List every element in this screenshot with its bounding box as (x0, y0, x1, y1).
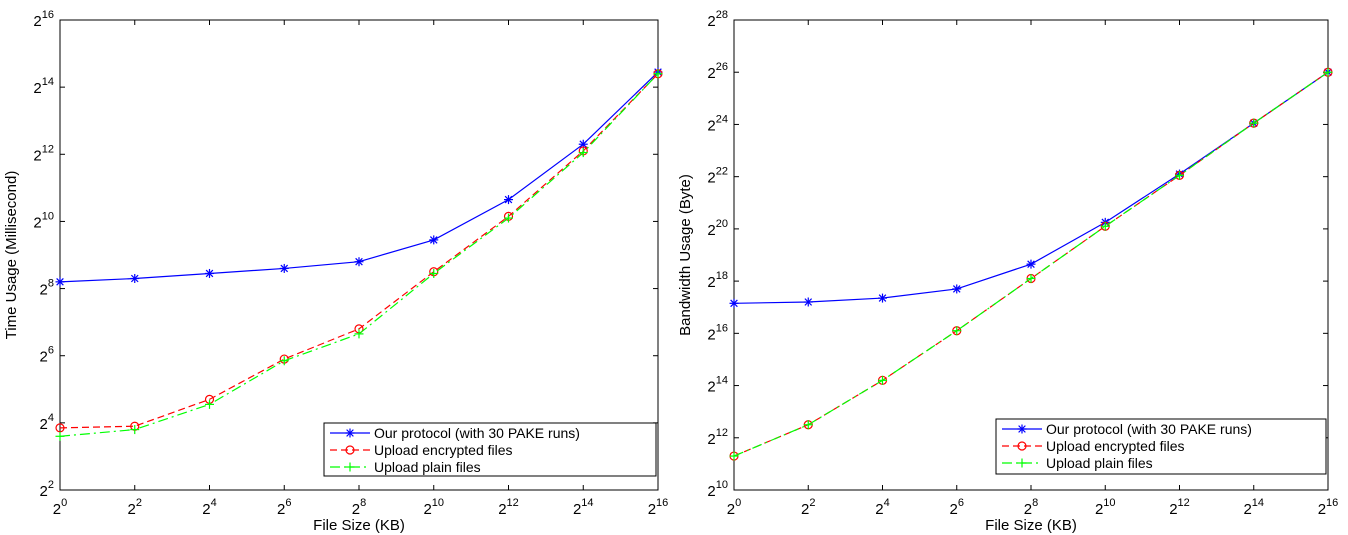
legend: Our protocol (with 30 PAKE runs)Upload e… (995, 418, 1327, 475)
data-point (130, 425, 140, 435)
series-line-1 (733, 71, 1329, 304)
y-tick-label: 228 (707, 9, 728, 30)
series-line-3 (59, 73, 659, 437)
data-point (1175, 170, 1184, 180)
x-tick-label: 20 (53, 497, 67, 518)
data-point (952, 284, 962, 294)
data-point (1249, 118, 1259, 128)
x-tick-label: 26 (277, 497, 291, 518)
data-point (55, 277, 65, 287)
legend-marker (1017, 458, 1027, 468)
y-tick-label: 210 (707, 479, 728, 500)
legend-entry: Our protocol (with 30 PAKE runs) (1046, 421, 1252, 437)
series-line-1 (59, 71, 659, 283)
data-point (205, 268, 214, 278)
data-point (279, 356, 289, 366)
x-tick-label: 24 (875, 497, 889, 518)
legend-box (323, 422, 657, 477)
series-line-2 (59, 73, 659, 429)
data-point (205, 399, 214, 409)
data-point (55, 431, 65, 441)
x-tick-label: 22 (801, 497, 815, 518)
x-tick-label: 26 (950, 497, 964, 518)
y-tick-label: 24 (40, 412, 54, 433)
y-tick-label: 22 (40, 479, 54, 500)
y-tick-label: 28 (40, 278, 54, 299)
data-point (952, 326, 962, 336)
x-axis-label: File Size (KB) (313, 517, 405, 534)
data-point (429, 235, 439, 245)
plot-area (59, 19, 659, 491)
x-tick-label: 22 (128, 497, 142, 518)
data-point (130, 274, 140, 283)
data-point (878, 375, 887, 385)
legend-entry: Upload plain files (1046, 455, 1153, 471)
legend-marker (345, 462, 355, 472)
x-tick-label: 20 (727, 497, 741, 518)
x-axis-label: File Size (KB) (985, 517, 1077, 534)
x-tick-label: 214 (1243, 497, 1264, 518)
x-tick-label: 216 (648, 497, 669, 518)
y-tick-label: 212 (707, 427, 728, 448)
x-tick-label: 212 (498, 497, 519, 518)
y-tick-label: 226 (707, 61, 728, 82)
y-tick-label: 26 (40, 345, 54, 366)
legend-marker (345, 428, 355, 438)
x-tick-label: 216 (1318, 497, 1339, 518)
legend: Our protocol (with 30 PAKE runs)Upload e… (323, 422, 657, 477)
legend-box (995, 418, 1327, 475)
y-axis-label: Time Usage (Millisecond) (3, 171, 20, 340)
data-point (354, 329, 364, 339)
legend-marker (1017, 424, 1027, 434)
legend-entry: Upload encrypted files (1046, 438, 1185, 454)
data-point (1323, 67, 1333, 77)
data-point (279, 263, 289, 273)
data-point (803, 420, 813, 430)
data-point (653, 69, 663, 79)
data-point (504, 213, 513, 223)
chart-1: 20 22 24 26 28 210 212 214 216222426282102122142… (3, 9, 668, 534)
legend-marker (1017, 441, 1027, 451)
y-tick-label: 214 (33, 76, 54, 97)
y-tick-label: 210 (33, 210, 54, 231)
x-tick-label: 28 (1024, 497, 1038, 518)
data-point (1026, 259, 1036, 269)
chart-2: 20 22 24 26 28 210 212 214 216 210 212 214 216 218 220… (677, 9, 1338, 534)
legend-entry: Our protocol (with 30 PAKE runs) (374, 425, 580, 441)
data-point (878, 293, 887, 303)
x-tick-label: 214 (573, 497, 594, 518)
data-point (729, 451, 739, 461)
data-point (354, 257, 364, 267)
y-tick-label: 214 (707, 375, 728, 396)
y-tick-label: 212 (33, 143, 54, 164)
x-tick-label: 24 (202, 497, 216, 518)
y-tick-label: 216 (707, 322, 728, 343)
data-point (1100, 221, 1110, 231)
legend-marker (345, 445, 355, 455)
x-tick-label: 210 (423, 497, 444, 518)
legend-entry: Upload encrypted files (374, 442, 513, 458)
data-point (578, 148, 588, 158)
y-tick-label: 220 (707, 218, 728, 239)
y-tick-label: 222 (707, 166, 728, 187)
x-tick-label: 212 (1169, 497, 1190, 518)
y-tick-label: 218 (707, 270, 728, 291)
data-point (729, 298, 739, 308)
y-axis-label: Bandwidth Usage (Byte) (677, 174, 694, 336)
data-point (504, 195, 513, 205)
data-point (1026, 274, 1036, 283)
legend-entry: Upload plain files (374, 459, 481, 475)
data-point (803, 297, 813, 307)
y-tick-label: 224 (707, 113, 728, 134)
x-tick-label: 210 (1095, 497, 1116, 518)
data-point (429, 268, 439, 278)
x-tick-label: 28 (352, 497, 366, 518)
y-tick-label: 216 (33, 9, 54, 30)
